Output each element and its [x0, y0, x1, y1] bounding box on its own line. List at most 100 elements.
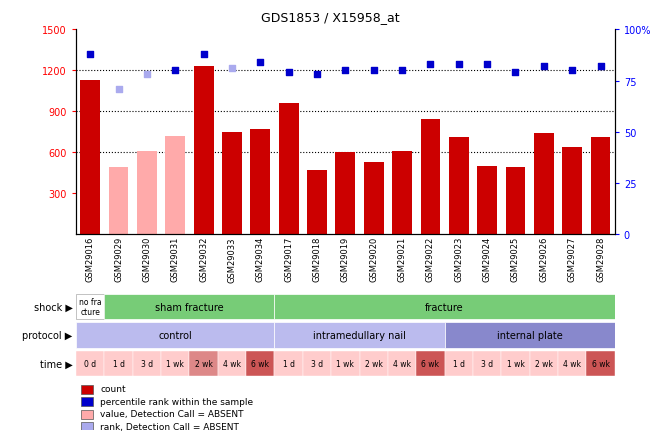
Point: [170, 68, 180, 75]
Text: 1 d: 1 d: [453, 359, 465, 368]
Bar: [534, 134, 554, 234]
Text: GSM29022: GSM29022: [426, 237, 435, 282]
Text: no fra
cture: no fra cture: [79, 297, 102, 317]
Text: 1 wk: 1 wk: [506, 359, 524, 368]
Bar: [529, 351, 558, 376]
Text: 4 wk: 4 wk: [393, 359, 411, 368]
Text: 1 wk: 1 wk: [336, 359, 354, 368]
Bar: [420, 120, 440, 234]
Bar: [274, 351, 303, 376]
Text: 2 wk: 2 wk: [365, 359, 383, 368]
Point: [255, 59, 266, 66]
Text: 4 wk: 4 wk: [563, 359, 581, 368]
Text: GSM29016: GSM29016: [86, 237, 95, 282]
Bar: [80, 81, 100, 234]
Point: [284, 70, 294, 77]
Text: 3 d: 3 d: [141, 359, 153, 368]
Text: time ▶: time ▶: [40, 358, 73, 368]
Bar: [473, 351, 501, 376]
Bar: [331, 351, 360, 376]
Point: [482, 62, 492, 69]
Bar: [81, 397, 93, 406]
Bar: [416, 351, 445, 376]
Point: [397, 68, 407, 75]
Bar: [449, 138, 469, 234]
Text: 2 wk: 2 wk: [535, 359, 553, 368]
Bar: [586, 351, 615, 376]
Bar: [76, 294, 104, 320]
Text: 0 d: 0 d: [84, 359, 97, 368]
Text: GSM29034: GSM29034: [256, 237, 265, 282]
Point: [227, 66, 237, 72]
Text: sham fracture: sham fracture: [155, 302, 223, 312]
Text: 2 wk: 2 wk: [195, 359, 213, 368]
Bar: [108, 168, 128, 234]
Bar: [104, 294, 274, 320]
Text: GSM29024: GSM29024: [483, 237, 492, 282]
Text: GSM29025: GSM29025: [511, 237, 520, 282]
Bar: [506, 168, 525, 234]
Bar: [307, 171, 327, 234]
Text: GSM29018: GSM29018: [313, 237, 321, 282]
Text: GSM29020: GSM29020: [369, 237, 378, 282]
Bar: [563, 147, 582, 234]
Text: 3 d: 3 d: [311, 359, 323, 368]
Point: [340, 68, 350, 75]
Bar: [222, 132, 242, 234]
Text: GSM29033: GSM29033: [227, 237, 237, 282]
Point: [596, 64, 606, 71]
Text: count: count: [100, 384, 126, 393]
Bar: [133, 351, 161, 376]
Text: percentile rank within the sample: percentile rank within the sample: [100, 397, 253, 406]
Bar: [81, 422, 93, 431]
Bar: [137, 151, 157, 234]
Bar: [76, 322, 274, 348]
Text: 1 d: 1 d: [283, 359, 295, 368]
Bar: [251, 130, 270, 234]
Bar: [81, 410, 93, 419]
Point: [113, 86, 124, 93]
Text: GSM29032: GSM29032: [199, 237, 208, 282]
Bar: [360, 351, 388, 376]
Bar: [558, 351, 586, 376]
Bar: [274, 322, 445, 348]
Text: GSM29017: GSM29017: [284, 237, 293, 282]
Text: 4 wk: 4 wk: [223, 359, 241, 368]
Text: 1 d: 1 d: [112, 359, 124, 368]
Point: [425, 62, 436, 69]
Bar: [392, 151, 412, 234]
Text: GSM29023: GSM29023: [454, 237, 463, 282]
Text: shock ▶: shock ▶: [34, 302, 73, 312]
Text: 6 wk: 6 wk: [422, 359, 440, 368]
Point: [85, 51, 95, 58]
Text: 3 d: 3 d: [481, 359, 493, 368]
Bar: [279, 104, 299, 234]
Text: 6 wk: 6 wk: [251, 359, 269, 368]
Bar: [190, 351, 217, 376]
Text: internal plate: internal plate: [497, 330, 563, 340]
Bar: [274, 294, 615, 320]
Text: fracture: fracture: [425, 302, 464, 312]
Bar: [165, 136, 185, 234]
Point: [198, 51, 209, 58]
Bar: [104, 351, 133, 376]
Text: GSM29028: GSM29028: [596, 237, 605, 282]
Text: GSM29029: GSM29029: [114, 237, 123, 282]
Text: GSM29021: GSM29021: [397, 237, 407, 282]
Text: GSM29026: GSM29026: [539, 237, 549, 282]
Bar: [76, 351, 104, 376]
Bar: [217, 351, 246, 376]
Text: GSM29019: GSM29019: [341, 237, 350, 282]
Point: [539, 64, 549, 71]
Text: GDS1853 / X15958_at: GDS1853 / X15958_at: [261, 11, 400, 24]
Bar: [388, 351, 416, 376]
Bar: [477, 166, 497, 234]
Bar: [335, 153, 356, 234]
Point: [368, 68, 379, 75]
Text: value, Detection Call = ABSENT: value, Detection Call = ABSENT: [100, 409, 244, 418]
Text: GSM29031: GSM29031: [171, 237, 180, 282]
Bar: [445, 322, 615, 348]
Text: rank, Detection Call = ABSENT: rank, Detection Call = ABSENT: [100, 422, 239, 431]
Bar: [501, 351, 529, 376]
Point: [453, 62, 464, 69]
